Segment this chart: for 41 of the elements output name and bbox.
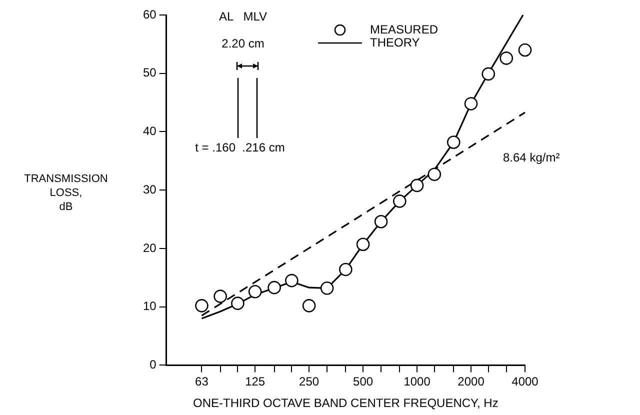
x-tick-label: 63 [195, 374, 209, 389]
point [339, 262, 352, 276]
point [248, 285, 262, 298]
point [393, 194, 406, 208]
x-tick-label: 4000 [512, 374, 539, 389]
y-tick-label: 50 [142, 66, 157, 80]
x-tick-label: 500 [353, 374, 374, 389]
x-tick-label: 250 [299, 374, 320, 389]
point [320, 282, 334, 295]
point [214, 290, 227, 303]
y-tick-label: 30 [142, 182, 157, 196]
annotation: t = .160 .216 cm [195, 140, 285, 154]
point [302, 299, 316, 312]
point [482, 67, 496, 81]
y-tick-label: 0 [150, 358, 157, 372]
point [231, 296, 244, 310]
x-tick-label: 125 [245, 374, 266, 389]
point [285, 274, 298, 288]
point [410, 178, 424, 192]
y-tick-label: 40 [142, 124, 157, 138]
x-tick-label: 2000 [458, 374, 485, 389]
y-tick-label: 10 [142, 299, 157, 314]
x-tick-label: 1000 [404, 374, 431, 389]
y-tick-label: 20 [142, 240, 157, 255]
y-axis-title: TRANSMISSION LOSS, dB [23, 172, 109, 214]
legend-label: MEASURED [370, 22, 438, 36]
point [428, 168, 442, 181]
point [500, 52, 514, 65]
x-axis-title: ONE-THIRD OCTAVE BAND CENTER FREQUENCY, Hz [192, 396, 498, 410]
annotation: 2.20 cm [222, 36, 264, 50]
point [356, 238, 370, 252]
point [268, 280, 281, 294]
point [374, 214, 388, 228]
point [446, 136, 460, 149]
point [464, 97, 478, 110]
legend-label: THEORY [370, 35, 420, 50]
y-tick-label: 60 [142, 7, 157, 22]
annotation: AL MLV [218, 9, 268, 24]
annotation: 8.64 kg/m² [503, 150, 560, 164]
point [195, 299, 208, 312]
point [518, 43, 532, 57]
